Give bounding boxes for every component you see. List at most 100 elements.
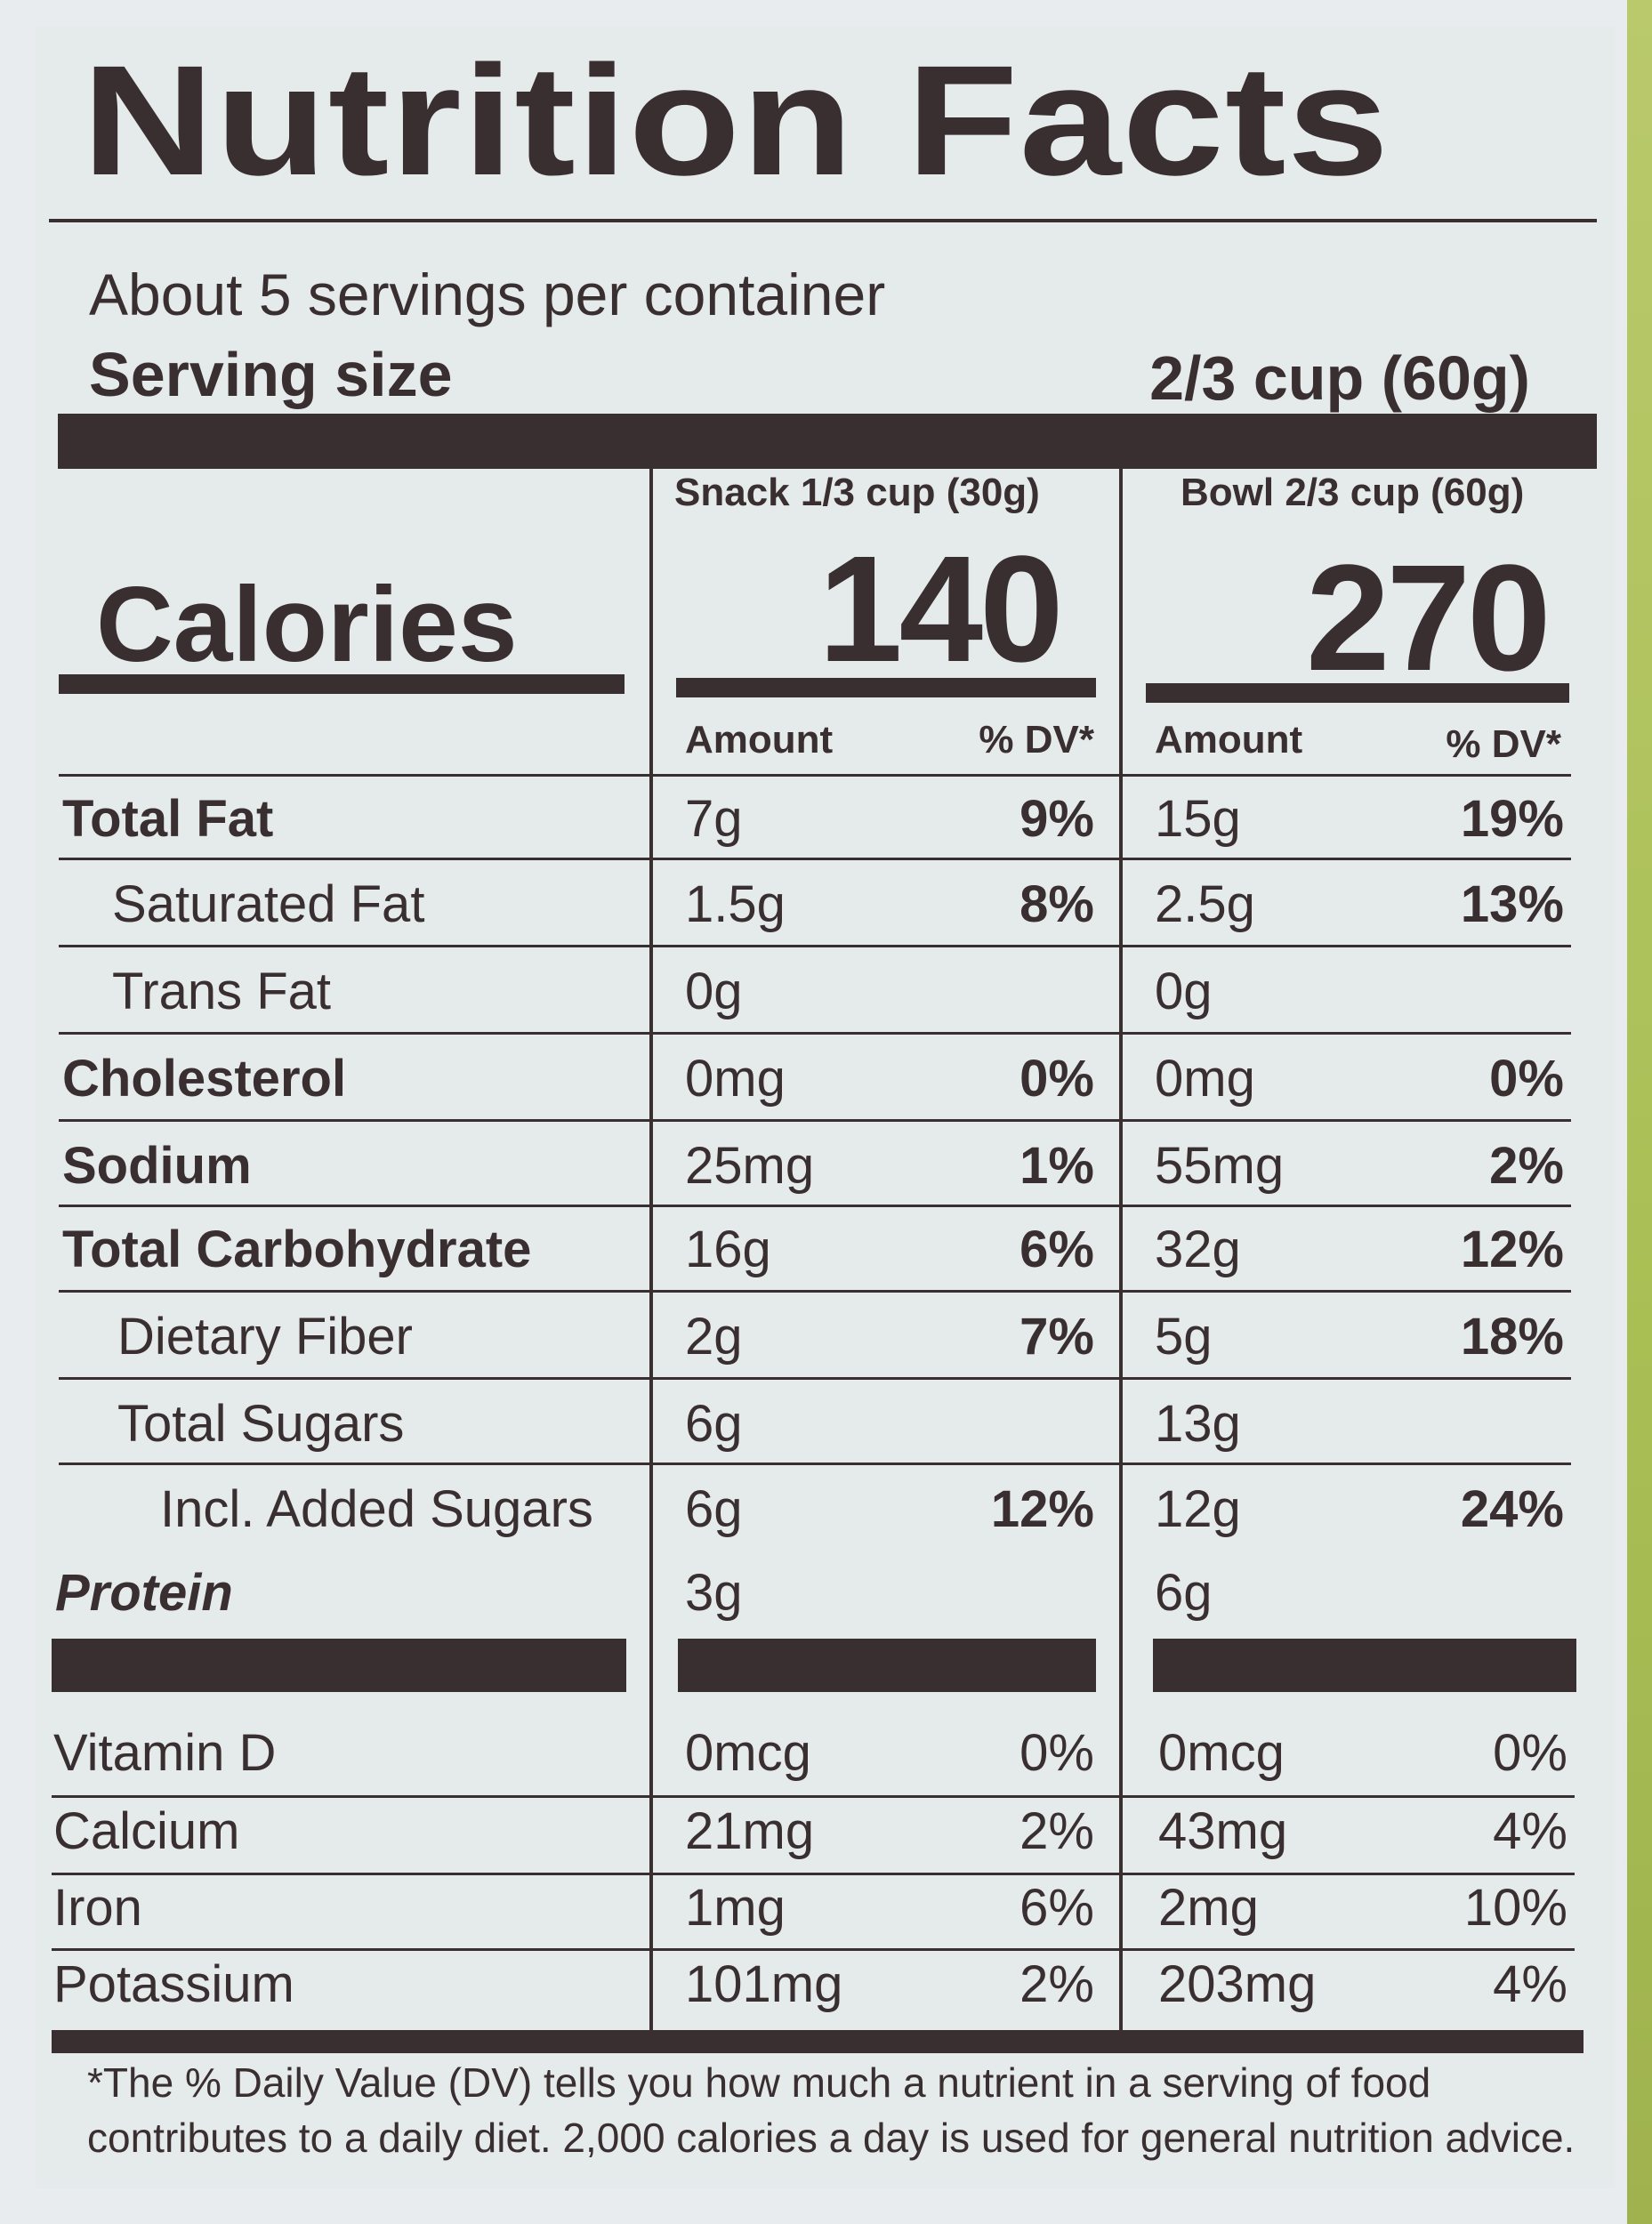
snack-amount: 0mcg	[685, 1724, 811, 1782]
nutrient-name: Total Sugars	[117, 1395, 405, 1453]
snack-dv: 6%	[1019, 1221, 1094, 1278]
snack-amount: 6g	[685, 1395, 743, 1453]
snack-amount: 1.5g	[685, 875, 786, 933]
snack-dv: 12%	[990, 1480, 1094, 1538]
servings-per-container: About 5 servings per container	[89, 262, 886, 327]
row-rule	[52, 1795, 1575, 1798]
calories-bar-snack	[676, 678, 1096, 697]
bowl-dv: 10%	[1463, 1879, 1567, 1937]
bowl-column-header: Bowl 2/3 cup (60g)	[1181, 471, 1525, 514]
snack-amount: 25mg	[685, 1137, 815, 1195]
calories-label: Calories	[96, 565, 518, 684]
row-rule	[59, 1463, 1571, 1465]
calories-bar-left	[59, 674, 625, 694]
bowl-dv: 18%	[1460, 1308, 1564, 1366]
snack-amount: 16g	[685, 1221, 771, 1278]
column-divider-1	[649, 469, 653, 2030]
bowl-calories: 270	[1306, 534, 1551, 703]
bowl-dv: 0%	[1493, 1724, 1567, 1782]
bowl-amount: 15g	[1155, 790, 1241, 848]
footnote-line-1: *The % Daily Value (DV) tells you how mu…	[87, 2059, 1431, 2106]
snack-amount: 101mg	[685, 1955, 843, 2013]
bowl-amount: 0mg	[1155, 1050, 1255, 1108]
bowl-amount: 5g	[1155, 1308, 1213, 1366]
row-rule	[59, 945, 1571, 947]
nutrient-name: Total Carbohydrate	[62, 1221, 532, 1278]
snack-dv: 0%	[1019, 1724, 1094, 1782]
row-rule	[59, 774, 1571, 777]
vitamin-name: Iron	[53, 1879, 142, 1937]
serving-size-label: Serving size	[89, 340, 453, 409]
bowl-amount: 32g	[1155, 1221, 1241, 1278]
snack-amount: 6g	[685, 1480, 743, 1538]
snack-dv: 0%	[1019, 1050, 1094, 1108]
nutrient-name: Incl. Added Sugars	[160, 1480, 593, 1538]
bowl-dv: 2%	[1489, 1137, 1564, 1195]
bowl-dv: 13%	[1460, 875, 1564, 933]
snack-amount: 7g	[685, 790, 743, 848]
snack-calories: 140	[818, 525, 1064, 694]
row-rule	[52, 1948, 1575, 1951]
thick-bar-vitamins-snack	[678, 1639, 1096, 1692]
vitamin-name: Potassium	[53, 1955, 294, 2013]
snack-dv: 2%	[1019, 1955, 1094, 2013]
column-divider-2	[1119, 469, 1123, 2030]
snack-dv: 8%	[1019, 875, 1094, 933]
row-rule	[59, 1290, 1571, 1293]
row-rule	[59, 1119, 1571, 1122]
nutrient-name: Total Fat	[62, 790, 274, 848]
snack-dv: 7%	[1019, 1308, 1094, 1366]
thick-bar-vitamins-bowl	[1153, 1639, 1576, 1692]
bowl-amount: 43mg	[1158, 1802, 1288, 1860]
nutrient-name: Protein	[55, 1564, 233, 1622]
snack-column-header: Snack 1/3 cup (30g)	[674, 471, 1040, 514]
calories-bar-bowl	[1146, 683, 1569, 703]
snack-dv: 2%	[1019, 1802, 1094, 1860]
footnote-line-2: contributes to a daily diet. 2,000 calor…	[87, 2115, 1575, 2161]
nutrient-name: Saturated Fat	[112, 875, 425, 933]
snack-dv: 9%	[1019, 790, 1094, 848]
nutrient-name: Sodium	[62, 1137, 252, 1195]
nutrient-name: Trans Fat	[112, 963, 332, 1020]
nutrition-facts-label: Nutrition Facts About 5 servings per con…	[36, 27, 1615, 2188]
thick-bar-vitamins-left	[52, 1639, 626, 1692]
bowl-amount: 6g	[1155, 1564, 1213, 1622]
bowl-dv: 4%	[1493, 1802, 1567, 1860]
footnote-bar	[52, 2030, 1584, 2053]
row-rule	[59, 1205, 1571, 1207]
bowl-amount-header: Amount	[1155, 718, 1303, 761]
title-rule	[49, 219, 1597, 222]
bowl-amount: 13g	[1155, 1395, 1241, 1453]
nutrient-name: Cholesterol	[62, 1050, 347, 1108]
bowl-amount: 0g	[1155, 963, 1213, 1020]
snack-dv: 1%	[1019, 1137, 1094, 1195]
bowl-amount: 203mg	[1158, 1955, 1317, 2013]
row-rule	[52, 1873, 1575, 1875]
bowl-amount: 0mcg	[1158, 1724, 1285, 1782]
snack-amount: 2g	[685, 1308, 743, 1366]
snack-amount: 0mg	[685, 1050, 786, 1108]
snack-amount: 3g	[685, 1564, 743, 1622]
snack-amount-header: Amount	[685, 718, 834, 761]
vitamin-name: Vitamin D	[53, 1724, 277, 1782]
snack-dv: 6%	[1019, 1879, 1094, 1937]
bowl-dv: 0%	[1489, 1050, 1564, 1108]
thick-bar-top	[58, 414, 1597, 469]
serving-size-value: 2/3 cup (60g)	[1149, 343, 1530, 413]
snack-amount: 0g	[685, 963, 743, 1020]
package-green-edge	[1627, 0, 1652, 2224]
bowl-amount: 55mg	[1155, 1137, 1285, 1195]
snack-amount: 21mg	[685, 1802, 815, 1860]
bowl-dv: 12%	[1460, 1221, 1564, 1278]
row-rule	[59, 1377, 1571, 1380]
snack-dv-header: % DV*	[979, 718, 1094, 761]
bowl-dv: 24%	[1460, 1480, 1564, 1538]
label-title: Nutrition Facts	[82, 34, 1390, 208]
bowl-amount: 2.5g	[1155, 875, 1255, 933]
vitamin-name: Calcium	[53, 1802, 240, 1860]
row-rule	[59, 858, 1571, 860]
bowl-dv: 4%	[1493, 1955, 1567, 2013]
bowl-amount: 2mg	[1158, 1879, 1259, 1937]
bowl-dv: 19%	[1460, 790, 1564, 848]
snack-amount: 1mg	[685, 1879, 786, 1937]
